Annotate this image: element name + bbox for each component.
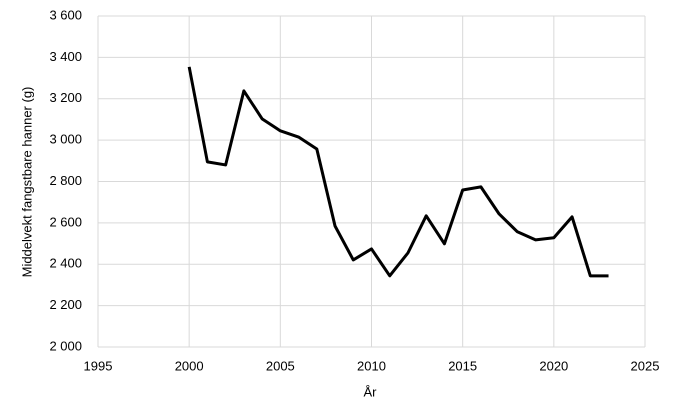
y-tick-label: 2 800: [49, 173, 82, 188]
x-tick-label: 2005: [266, 358, 295, 373]
y-tick-label: 2 600: [49, 214, 82, 229]
data-line: [187, 66, 609, 278]
y-tick-label: 2 400: [49, 256, 82, 271]
y-tick-label: 3 000: [49, 132, 82, 147]
x-tick-label: 2015: [448, 358, 477, 373]
y-tick-label: 3 600: [49, 7, 82, 22]
y-tick-label: 2 000: [49, 338, 82, 353]
x-tick-label: 1995: [84, 358, 113, 373]
x-tick-label: 2020: [539, 358, 568, 373]
x-tick-label: 2025: [631, 358, 660, 373]
y-tick-label: 3 400: [49, 49, 82, 64]
y-tick-label: 3 200: [49, 90, 82, 105]
x-tick-label: 2010: [357, 358, 386, 373]
y-tick-label: 2 200: [49, 297, 82, 312]
y-axis-label: Middelvekt fangstbare hanner (g): [19, 87, 34, 278]
x-axis-label: År: [364, 384, 378, 399]
x-tick-label: 2000: [175, 358, 204, 373]
